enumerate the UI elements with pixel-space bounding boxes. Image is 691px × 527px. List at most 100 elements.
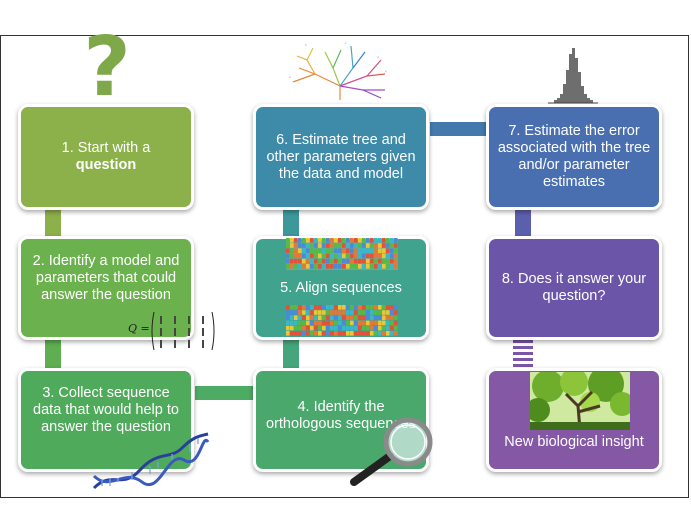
alignment-cell	[374, 315, 378, 320]
alignment-cell	[370, 331, 374, 336]
alignment-cell	[390, 331, 394, 336]
alignment-cell	[338, 320, 342, 326]
alignment-cell	[314, 305, 318, 310]
alignment-cell	[374, 310, 378, 315]
alignment-cell	[302, 305, 306, 310]
alignment-cell	[358, 253, 362, 259]
alignment-cell	[374, 253, 378, 259]
alignment-cell	[286, 248, 290, 253]
alignment-cell	[318, 310, 322, 315]
alignment-cell	[330, 315, 334, 320]
alignment-cell	[338, 258, 342, 264]
alignment-cell	[382, 264, 386, 269]
alignment-cell	[314, 331, 318, 336]
alignment-cell	[326, 315, 330, 320]
alignment-cell	[326, 248, 330, 253]
alignment-cell	[378, 248, 382, 253]
alignment-cell	[310, 331, 314, 336]
alignment-cell	[338, 310, 342, 315]
alignment-cell	[314, 320, 318, 326]
alignment-cell	[366, 253, 370, 259]
alignment-cell	[326, 320, 330, 326]
svg-text:c: c	[345, 41, 347, 45]
alignment-cell	[322, 310, 326, 315]
alignment-cell	[302, 310, 306, 315]
alignment-cell	[306, 325, 310, 331]
alignment-cell	[350, 315, 354, 320]
alignment-cell	[366, 315, 370, 320]
alignment-cell	[374, 320, 378, 326]
alignment-cell	[390, 253, 394, 259]
alignment-cell	[346, 243, 350, 248]
alignment-cell	[386, 238, 390, 243]
alignment-cell	[298, 238, 302, 243]
alignment-cell	[330, 253, 334, 259]
alignment-cell	[378, 310, 382, 315]
alignment-cell	[290, 310, 294, 315]
alignment-cell	[314, 325, 318, 331]
alignment-cell	[378, 264, 382, 269]
alignment-cell	[386, 305, 390, 310]
alignment-cell	[382, 253, 386, 259]
alignment-cell	[314, 315, 318, 320]
alignment-cell	[302, 331, 306, 336]
alignment-cell	[294, 331, 298, 336]
alignment-cell	[370, 264, 374, 269]
step-1-line2: question	[75, 157, 137, 173]
svg-text:b: b	[305, 43, 307, 47]
alignment-cell	[350, 320, 354, 326]
alignment-cell	[358, 305, 362, 310]
alignment-cell	[326, 258, 330, 264]
alignment-cell	[322, 253, 326, 259]
alignment-cell	[354, 253, 358, 259]
alignment-cell	[322, 331, 326, 336]
alignment-cell	[394, 248, 398, 253]
alignment-cell	[382, 248, 386, 253]
alignment-cell	[326, 325, 330, 331]
alignment-cell	[286, 310, 290, 315]
alignment-cell	[362, 248, 366, 253]
alignment-cell	[386, 310, 390, 315]
alignment-cell	[342, 243, 346, 248]
alignment-cell	[354, 305, 358, 310]
alignment-cell	[350, 253, 354, 259]
alignment-cell	[334, 310, 338, 315]
alignment-cell	[350, 243, 354, 248]
alignment-cell	[318, 320, 322, 326]
alignment-cell	[310, 238, 314, 243]
alignment-cell	[318, 264, 322, 269]
alignment-cell	[306, 238, 310, 243]
alignment-cell	[346, 253, 350, 259]
alignment-cell	[322, 320, 326, 326]
alignment-cell	[290, 320, 294, 326]
alignment-cell	[302, 320, 306, 326]
alignment-cell	[318, 258, 322, 264]
alignment-cell	[286, 325, 290, 331]
alignment-cell	[298, 310, 302, 315]
alignment-cell	[366, 305, 370, 310]
matrix-label: Q =	[128, 322, 150, 335]
alignment-cell	[370, 253, 374, 259]
alignment-cell	[386, 243, 390, 248]
alignment-cell	[326, 310, 330, 315]
alignment-cell	[366, 310, 370, 315]
alignment-cell	[342, 320, 346, 326]
alignment-icon-top	[286, 238, 398, 270]
alignment-cell	[306, 248, 310, 253]
alignment-cell	[370, 315, 374, 320]
alignment-cell	[354, 310, 358, 315]
alignment-cell	[334, 320, 338, 326]
alignment-cell	[358, 310, 362, 315]
connector-1-2	[45, 210, 61, 238]
alignment-cell	[314, 258, 318, 264]
alignment-cell	[302, 243, 306, 248]
alignment-cell	[346, 320, 350, 326]
alignment-cell	[362, 264, 366, 269]
alignment-cell	[350, 264, 354, 269]
step-2-label: 2. Identify a model and parameters that …	[32, 253, 180, 303]
alignment-cell	[350, 325, 354, 331]
alignment-cell	[338, 325, 342, 331]
alignment-cell	[370, 243, 374, 248]
alignment-cell	[302, 248, 306, 253]
alignment-cell	[382, 315, 386, 320]
